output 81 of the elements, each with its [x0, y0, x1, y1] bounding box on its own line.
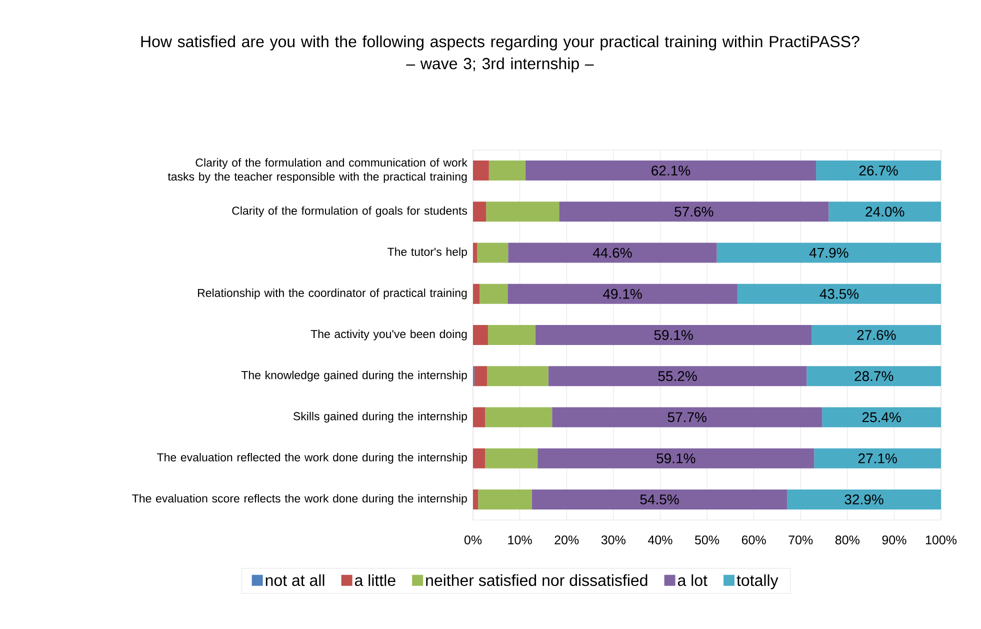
bar [478, 489, 532, 510]
data-label: 62.1% [652, 166, 690, 176]
x-tick-label: 70% [788, 536, 813, 544]
x-tick-label: 90% [882, 536, 906, 544]
y-tick-label: The knowledge gained during the internship [241, 370, 467, 382]
y-tick-label: Clarity of the formulation and communication of work tasks by the teacher responsible with the practical training [168, 158, 468, 183]
bar [473, 325, 488, 345]
y-tick-label: The tutor's help [388, 247, 467, 258]
data-label: 24.0% [866, 206, 904, 217]
y-tick-label: The evaluation reflected the work done during the internship [157, 452, 467, 464]
y-tick-label: The activity you've been doing [310, 330, 467, 340]
bar [538, 448, 814, 468]
bar [488, 325, 536, 345]
data-label: 57.7% [668, 412, 706, 422]
bar [473, 202, 486, 222]
bar [486, 202, 560, 222]
bar [508, 284, 738, 304]
x-tick-label: 10% [508, 536, 532, 544]
bar [487, 366, 548, 386]
bar [485, 448, 538, 468]
x-tick-label: 50% [694, 536, 720, 544]
bar [816, 160, 942, 181]
data-label: 59.1% [656, 453, 696, 464]
data-label: 55.2% [658, 371, 697, 382]
bar [806, 366, 942, 386]
bar [822, 407, 942, 428]
bar [532, 489, 788, 510]
data-label: 49.1% [603, 288, 642, 299]
data-label: 57.6% [674, 206, 714, 217]
bar [812, 325, 942, 345]
y-tick-label: Relationship with the coordinator of practical training [198, 288, 467, 300]
x-tick-label: 100% [926, 536, 957, 544]
bar [737, 284, 942, 304]
bar [473, 489, 478, 510]
bar [488, 160, 526, 181]
bar [559, 202, 829, 222]
bar [477, 242, 508, 263]
legend-label: a little [354, 574, 396, 586]
data-label: 59.1% [654, 330, 693, 340]
x-tick-label: 40% [648, 536, 672, 544]
data-label: 44.6% [592, 248, 632, 258]
bar [548, 366, 807, 386]
bar [473, 448, 486, 468]
x-tick-label: 0% [464, 536, 482, 544]
y-tick-label: The evaluation score reflects the work done during the internship [132, 494, 467, 505]
legend-label: not at all [266, 574, 324, 586]
bar [474, 366, 488, 386]
bar [535, 325, 812, 345]
data-label: 28.7% [854, 371, 894, 382]
bar [485, 407, 552, 428]
bar [525, 160, 816, 181]
data-label: 27.1% [858, 453, 897, 464]
x-tick-label: 80% [835, 536, 860, 544]
bar [473, 284, 480, 304]
x-tick-label: 20% [554, 536, 579, 544]
legend-label: a lot [678, 574, 708, 586]
chart-subtitle: – wave 3; 3rd internship – [406, 58, 594, 72]
x-tick-label: 60% [742, 536, 766, 544]
y-tick-label: Skills gained during the internship [293, 412, 467, 423]
bar [552, 407, 822, 428]
legend-label: totally [736, 574, 778, 590]
bar [814, 448, 942, 468]
x-tick-label: 30% [601, 536, 626, 544]
bar [716, 242, 942, 263]
chart-title: How satisfied are you with the following aspects regarding your practical training within PractiPASS? [141, 36, 860, 50]
bar [480, 284, 508, 304]
data-label: 47.9% [809, 248, 848, 258]
data-label: 26.7% [859, 166, 898, 176]
bar [473, 407, 486, 428]
bar [508, 242, 717, 263]
bar [787, 489, 942, 510]
bar [473, 242, 478, 263]
y-tick-label: Clarity of the formulation of goals for students [232, 206, 468, 218]
data-label: 27.6% [857, 330, 896, 340]
bar [473, 160, 489, 181]
legend-label: neither satisfied nor dissatisfied [426, 574, 648, 586]
data-label: 32.9% [844, 494, 884, 504]
bar [828, 202, 942, 222]
data-label: 54.5% [640, 494, 679, 504]
data-label: 43.5% [820, 288, 859, 299]
data-label: 25.4% [862, 412, 901, 422]
